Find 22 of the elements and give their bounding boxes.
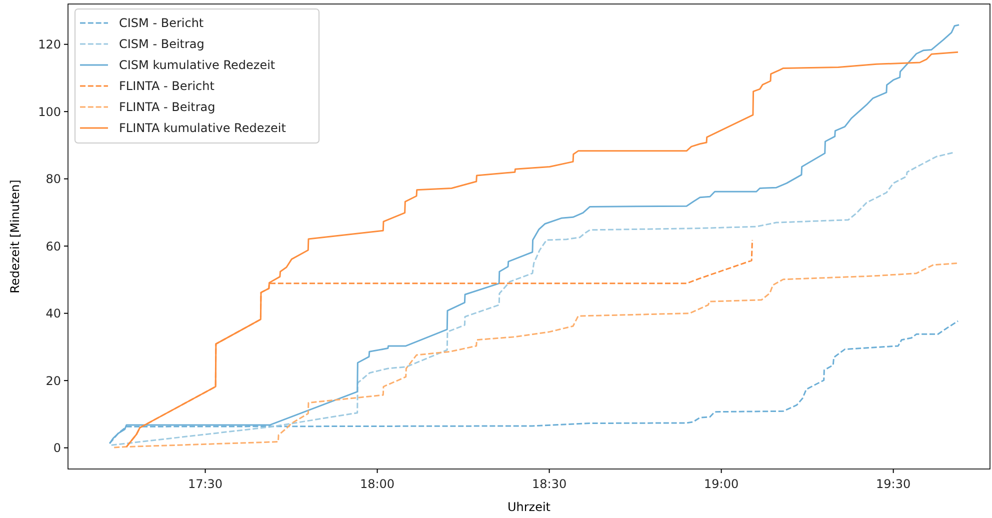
- y-tick-label: 100: [38, 104, 61, 119]
- line-series: [110, 152, 954, 446]
- y-tick-label: 0: [53, 441, 61, 456]
- legend-label: CISM - Beitrag: [119, 37, 204, 52]
- y-tick-label: 40: [46, 306, 61, 321]
- x-tick-label: 19:30: [876, 477, 911, 491]
- x-tick-label: 18:30: [532, 477, 567, 491]
- x-tick-label: 18:00: [360, 477, 395, 491]
- legend-label: FLINTA kumulative Redezeit: [119, 121, 286, 136]
- x-axis-title: Uhrzeit: [507, 500, 551, 514]
- legend-label: CISM kumulative Redezeit: [119, 58, 276, 72]
- y-tick-label: 120: [38, 38, 61, 52]
- legend-label: CISM - Bericht: [119, 16, 204, 30]
- y-tick-label: 80: [46, 172, 61, 186]
- line-series: [113, 262, 959, 448]
- y-axis-title: Redezeit [Minuten]: [8, 180, 22, 294]
- x-tick-label: 19:00: [704, 477, 739, 491]
- y-tick-label: 60: [46, 239, 61, 254]
- legend-label: FLINTA - Bericht: [119, 79, 215, 94]
- x-tick-label: 17:30: [188, 477, 223, 491]
- legend-label: FLINTA - Beitrag: [119, 100, 216, 114]
- y-tick-label: 20: [46, 374, 61, 388]
